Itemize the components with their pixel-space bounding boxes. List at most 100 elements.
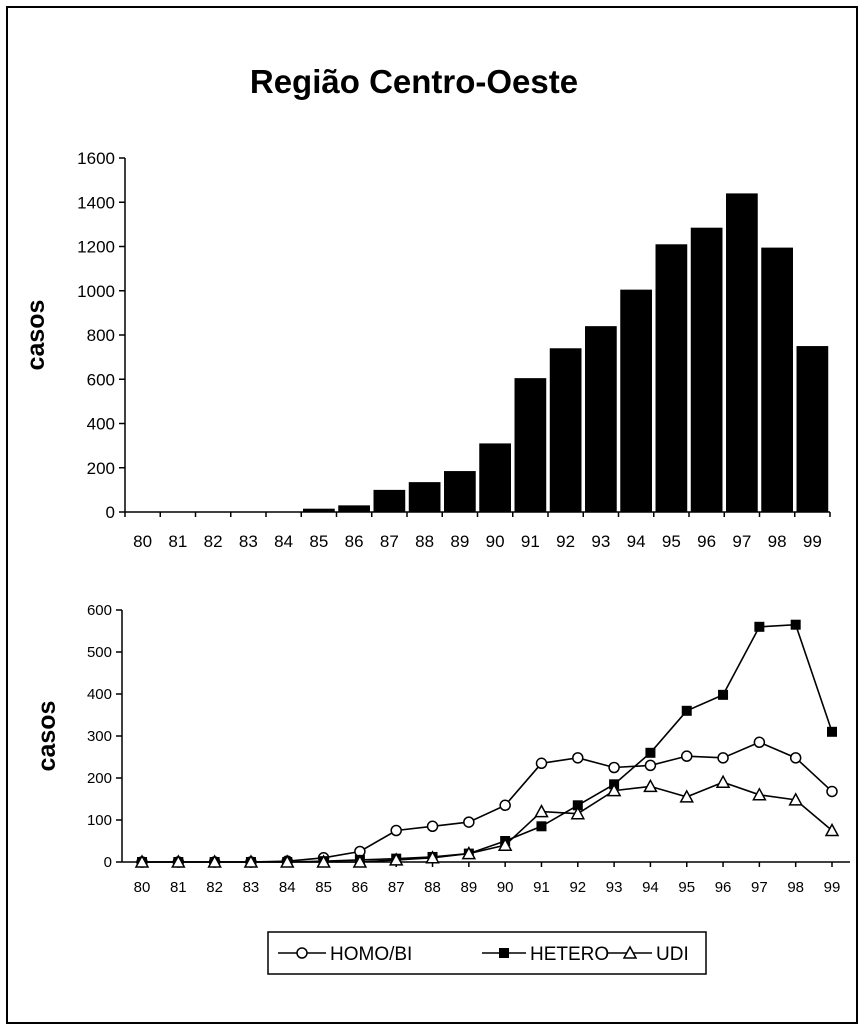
y-tick-label: 1200	[77, 238, 115, 257]
x-tick-label: 90	[497, 879, 514, 896]
x-tick-label: 97	[751, 879, 768, 896]
x-tick-label: 94	[642, 879, 659, 896]
legend-marker	[499, 948, 509, 958]
x-tick-label: 82	[206, 879, 223, 896]
x-tick-label: 98	[787, 879, 804, 896]
x-tick-label: 93	[591, 532, 610, 551]
series-point-2	[352, 854, 368, 868]
x-tick-label: 82	[204, 532, 223, 551]
series-point-2	[570, 806, 586, 820]
series-point-1	[536, 821, 547, 832]
bar	[373, 489, 406, 512]
series-point-2	[171, 854, 186, 868]
x-tick-label: 83	[239, 532, 258, 551]
series-point-1	[754, 621, 765, 632]
x-tick-label: 90	[486, 532, 505, 551]
series-point-2	[643, 778, 658, 793]
x-tick-label: 83	[243, 879, 260, 896]
legend: HOMO/BI HETERO UDI	[267, 931, 707, 975]
series-point-2	[388, 852, 404, 866]
series-point-1	[645, 747, 656, 758]
y-tick-label: 1400	[77, 193, 115, 212]
bar	[338, 505, 370, 512]
series-point-1	[790, 619, 801, 630]
bar	[796, 346, 829, 512]
y-axis-title: casos	[22, 300, 50, 371]
x-tick-label: 93	[606, 879, 623, 896]
series-point-0	[535, 757, 548, 770]
x-tick-label: 86	[352, 879, 369, 896]
series-point-1	[718, 689, 729, 700]
series-point-2	[824, 822, 840, 837]
chart-title: Região Centro-Oeste	[250, 63, 578, 100]
y-tick-label: 0	[106, 503, 115, 522]
y-tick-label: 200	[87, 770, 112, 787]
legend-marker	[622, 945, 638, 959]
bar	[479, 443, 511, 512]
x-tick-label: 85	[315, 879, 332, 896]
bar	[761, 247, 793, 512]
series-point-0	[680, 750, 693, 762]
y-tick-label: 400	[87, 415, 115, 434]
series-point-2	[679, 789, 695, 803]
y-tick-label: 400	[87, 686, 112, 703]
x-tick-label: 92	[556, 532, 575, 551]
bar	[690, 227, 723, 512]
x-tick-label: 98	[768, 532, 787, 551]
legend-label: HOMO/BI	[330, 944, 412, 965]
series-point-2	[497, 837, 513, 851]
series-point-0	[717, 752, 729, 764]
bar	[620, 289, 652, 512]
x-tick-label: 80	[133, 532, 152, 551]
y-tick-label: 800	[87, 326, 115, 345]
series-point-0	[644, 759, 657, 772]
series-point-0	[390, 824, 402, 837]
x-tick-label: 89	[450, 532, 469, 551]
series-point-2	[316, 854, 331, 868]
series-line-2	[142, 781, 833, 863]
x-tick-label: 97	[732, 532, 751, 551]
x-tick-label: 92	[569, 879, 586, 896]
series-point-2	[279, 854, 295, 868]
y-tick-label: 0	[104, 854, 112, 871]
y-tick-label: 500	[87, 644, 112, 661]
series-point-0	[753, 736, 766, 749]
y-tick-label: 300	[87, 728, 112, 745]
x-tick-label: 80	[134, 879, 151, 896]
series-point-1	[572, 800, 583, 811]
series-point-2	[788, 792, 803, 806]
x-tick-label: 87	[380, 532, 399, 551]
x-tick-label: 99	[803, 532, 822, 551]
bar	[408, 482, 441, 512]
series-point-1	[827, 726, 837, 737]
legend-label: HETERO	[530, 944, 609, 965]
series-point-2	[425, 850, 440, 864]
series-point-0	[499, 799, 511, 812]
x-tick-label: 81	[168, 532, 187, 551]
bar	[514, 378, 547, 512]
bar	[585, 326, 617, 512]
series-point-0	[789, 752, 802, 764]
y-tick-label: 600	[87, 370, 115, 389]
legend-label: UDI	[656, 944, 689, 965]
series-point-1	[681, 705, 692, 716]
bar	[444, 471, 476, 512]
series-line-0	[142, 741, 833, 863]
x-tick-label: 89	[460, 879, 477, 896]
bar	[549, 348, 582, 512]
series-point-2	[243, 854, 259, 868]
x-tick-label: 95	[678, 879, 695, 896]
bar	[655, 244, 688, 512]
series-point-0	[826, 785, 838, 798]
bar-chart: 0 200 400 600 800 1000 1200 1400 1600 80 81 82 83 84 8…	[22, 149, 831, 551]
x-tick-label: 88	[424, 879, 441, 896]
series-line-1	[142, 623, 833, 863]
x-tick-label: 84	[274, 532, 293, 551]
x-tick-label: 87	[388, 879, 405, 896]
x-tick-label: 84	[279, 879, 296, 896]
series-point-2	[752, 787, 767, 801]
x-tick-label: 81	[170, 879, 187, 896]
y-tick-label: 600	[87, 602, 112, 619]
x-tick-label: 91	[521, 532, 540, 551]
